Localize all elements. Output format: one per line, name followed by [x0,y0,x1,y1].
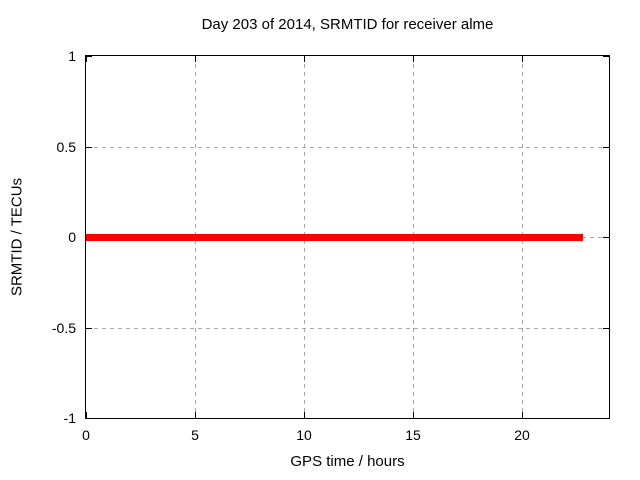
y-tick-label: -1 [63,410,76,426]
y-tick-label: 1 [68,48,76,64]
x-tick-mark-top [86,56,87,62]
x-tick-mark-top [304,56,305,62]
y-tick-mark-left [86,147,92,148]
chart-title: Day 203 of 2014, SRMTID for receiver alm… [201,16,494,33]
y-tick-label: -0.5 [51,320,76,336]
series-srmtid-line [86,234,583,241]
x-tick-label: 10 [296,427,312,443]
y-tick-label: 0.5 [56,139,76,155]
plot-area [85,55,610,419]
x-tick-mark-top [522,56,523,62]
x-tick-mark-top [195,56,196,62]
x-tick-mark-bottom [522,412,523,418]
y-tick-mark-right [603,147,609,148]
y-tick-mark-left [86,418,92,419]
x-tick-mark-bottom [86,412,87,418]
gridline-y--0.5 [86,328,609,329]
y-tick-mark-left [86,328,92,329]
y-tick-mark-right [603,56,609,57]
y-tick-label: 0 [68,229,76,245]
x-tick-mark-bottom [195,412,196,418]
y-tick-mark-right [603,418,609,419]
x-tick-label: 0 [82,427,90,443]
x-tick-mark-top [413,56,414,62]
gridline-y-0.5 [86,147,609,148]
x-tick-label: 15 [405,427,421,443]
y-tick-mark-right [603,328,609,329]
x-tick-mark-bottom [304,412,305,418]
y-tick-mark-left [86,56,92,57]
x-tick-label: 20 [514,427,530,443]
x-tick-label: 5 [191,427,199,443]
x-axis-label: GPS time / hours [290,453,405,470]
y-tick-mark-right [603,237,609,238]
x-tick-mark-bottom [413,412,414,418]
